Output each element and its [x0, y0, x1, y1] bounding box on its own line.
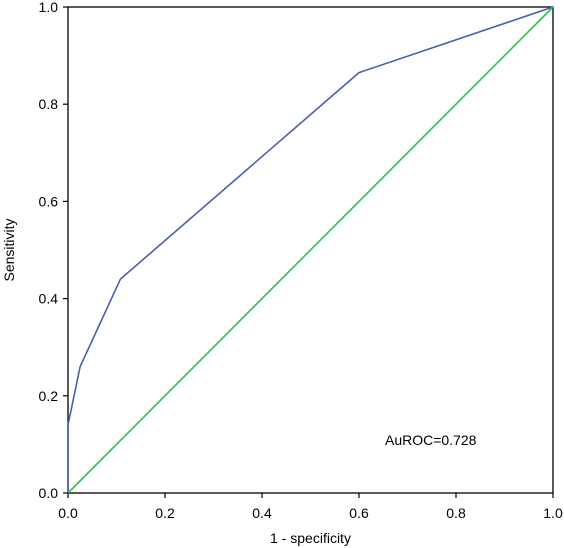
y-tick-label: 0.2: [39, 388, 59, 404]
series-layer: [67, 6, 554, 494]
roc-curve-line: [67, 6, 554, 493]
y-tick-label: 0.8: [39, 96, 59, 112]
y-tick-label: 0.4: [39, 291, 59, 307]
y-tick-label: 0.6: [39, 193, 59, 209]
x-axis-title: 1 - specificity: [270, 530, 351, 546]
plot-frame: [67, 6, 554, 494]
x-tick-label: 0.2: [155, 505, 175, 521]
x-tick-label: 1.0: [543, 505, 563, 521]
x-tick-label: 0.8: [446, 505, 466, 521]
ticks-layer: 0.0 0.2 0.4 0.6 0.8 1.0 0.0 0.2 0.4 0.6 0.8 1.0: [39, 0, 563, 521]
x-tick-label: 0.0: [58, 505, 78, 521]
auroc-annotation: AuROC=0.728: [385, 432, 477, 448]
y-axis-title: Sensitivity: [1, 218, 17, 281]
x-tick-label: 0.4: [252, 505, 272, 521]
y-tick-label: 1.0: [39, 0, 59, 15]
y-tick-label: 0.0: [39, 485, 59, 501]
x-tick-label: 0.6: [349, 505, 369, 521]
reference-diagonal-line: [67, 6, 554, 494]
plot-area: [67, 6, 554, 494]
